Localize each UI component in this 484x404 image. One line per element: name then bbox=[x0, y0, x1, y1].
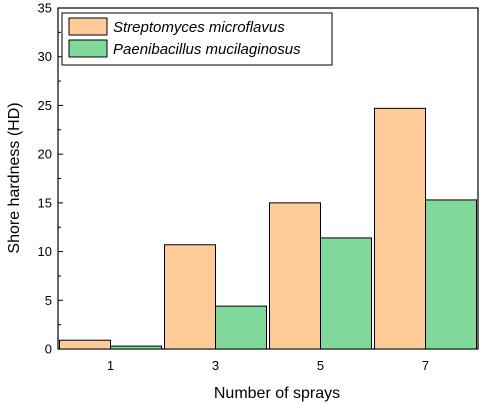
y-tick-label: 20 bbox=[38, 147, 52, 162]
legend-label: Paenibacillus mucilaginosus bbox=[113, 41, 301, 58]
bar-series-2 bbox=[320, 237, 372, 350]
bars bbox=[59, 107, 477, 350]
y-tick-label: 10 bbox=[38, 244, 52, 259]
y-tick-label: 30 bbox=[38, 49, 52, 64]
y-axis: 0 5 10 15 20 25 30 35 bbox=[38, 1, 63, 357]
y-axis-title: Shore hardness (HD) bbox=[6, 102, 23, 253]
y-tick-label: 35 bbox=[38, 1, 52, 16]
bar-series-1 bbox=[59, 339, 111, 350]
x-axis-title: Number of sprays bbox=[214, 385, 340, 402]
y-tick-label: 5 bbox=[45, 293, 52, 308]
y-tick-label: 25 bbox=[38, 98, 52, 113]
bar-series-2 bbox=[215, 305, 267, 350]
bar-series-2 bbox=[110, 345, 162, 350]
legend-swatch bbox=[68, 39, 108, 58]
x-tick-label: 7 bbox=[422, 358, 429, 373]
legend: Streptomyces microflavus Paenibacillus mu… bbox=[61, 12, 333, 66]
bar-series-1 bbox=[164, 244, 216, 350]
bar-series-1 bbox=[269, 202, 321, 350]
bar-series-2 bbox=[425, 199, 477, 350]
x-tick-label: 3 bbox=[212, 358, 219, 373]
legend-label: Streptomyces microflavus bbox=[113, 19, 285, 36]
bar-series-1 bbox=[374, 107, 426, 350]
x-tick-label: 1 bbox=[107, 358, 114, 373]
y-tick-label: 0 bbox=[45, 342, 52, 357]
x-tick-label: 5 bbox=[317, 358, 324, 373]
legend-swatch bbox=[68, 17, 108, 36]
y-tick-label: 15 bbox=[38, 195, 52, 210]
x-axis: 1 3 5 7 bbox=[107, 344, 429, 373]
